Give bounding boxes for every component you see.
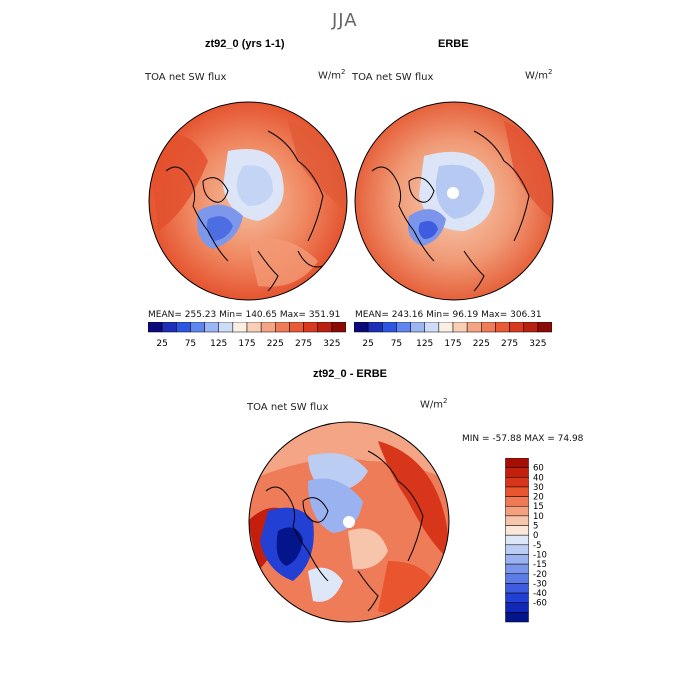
diff-panel-title: zt92_0 - ERBE — [313, 368, 387, 380]
colorbar-swatch — [438, 322, 454, 333]
colorbar-swatch — [410, 322, 425, 333]
colorbar-tick-label: -60 — [533, 599, 547, 609]
polar-map-erbe — [354, 101, 554, 301]
colorbar-swatch — [452, 322, 468, 333]
colorbar-tick-label: 30 — [533, 483, 544, 493]
colorbar-swatch — [523, 322, 539, 333]
colorbar-swatch — [190, 322, 205, 333]
colorbar-swatch — [505, 602, 529, 613]
colorbar-swatch — [505, 458, 529, 468]
colorbar-swatch — [424, 322, 440, 333]
figure-title: JJA — [332, 10, 358, 31]
colorbar-swatch — [466, 322, 482, 333]
colorbar-swatch — [505, 583, 529, 594]
colorbar-swatch — [505, 573, 529, 584]
panel-2-units: W/m2 — [525, 68, 553, 82]
colorbar-swatch — [275, 322, 290, 333]
colorbar-tick-label: 10 — [533, 512, 544, 522]
colorbar-swatch — [505, 612, 529, 623]
colorbar-tick-label: 175 — [444, 339, 461, 349]
panel-1-stats: MEAN= 255.23 Min= 140.65 Max= 351.91 — [148, 310, 341, 320]
polar-map-model — [148, 101, 348, 301]
colorbar-tick-label: 0 — [533, 531, 538, 541]
colorbar-panel-2: 2575125175225275325375 — [354, 322, 552, 349]
colorbar-swatch — [505, 496, 529, 507]
polar-map-difference — [248, 421, 450, 623]
colorbar-tick-label: 325 — [529, 339, 546, 349]
colorbar-tick-label: 275 — [295, 339, 312, 349]
colorbar-tick-label: -5 — [533, 541, 541, 551]
colorbar-tick-label: 60 — [533, 464, 544, 474]
colorbar-tick-label: 75 — [185, 339, 196, 349]
colorbar-swatch — [303, 322, 318, 333]
colorbar-swatch — [289, 322, 304, 333]
panel-2-title: ERBE — [438, 38, 469, 50]
colorbar-swatch — [505, 505, 529, 517]
panel-2-stats: MEAN= 243.16 Min= 96.19 Max= 306.31 — [355, 310, 542, 320]
colorbar-swatch — [218, 322, 234, 333]
colorbar-tick-label: 15 — [533, 502, 544, 512]
colorbar-tick-label: 20 — [533, 493, 544, 503]
panel-2-variable: TOA net SW flux — [352, 72, 434, 83]
colorbar-swatch — [505, 525, 529, 536]
diff-panel-units: W/m2 — [420, 397, 448, 411]
colorbar-swatch — [176, 322, 191, 333]
colorbar-swatch — [505, 477, 529, 488]
colorbar-tick-label: 225 — [473, 339, 490, 349]
colorbar-swatch — [505, 515, 529, 526]
colorbar-tick-label: -40 — [533, 589, 547, 599]
colorbar-tick-label: 325 — [323, 339, 340, 349]
colorbar-tick-label: 5 — [533, 522, 538, 532]
colorbar-swatch — [509, 322, 524, 333]
colorbar-swatch — [537, 322, 552, 333]
colorbar-tick-label: 225 — [267, 339, 284, 349]
panel-1-units: W/m2 — [318, 68, 346, 82]
colorbar-swatch — [148, 322, 163, 333]
colorbar-swatch — [505, 486, 529, 497]
colorbar-swatch — [232, 322, 248, 333]
colorbar-swatch — [505, 592, 529, 603]
panel-1-variable: TOA net SW flux — [145, 72, 227, 83]
colorbar-swatch — [367, 322, 383, 333]
colorbar-swatch — [505, 467, 529, 478]
colorbar-tick-label: 25 — [362, 339, 373, 349]
colorbar-swatch — [505, 563, 529, 575]
panel-1-title: zt92_0 (yrs 1-1) — [205, 38, 285, 50]
colorbar-tick-label: -30 — [533, 579, 547, 589]
diff-panel-stats: MIN = -57.88 MAX = 74.98 — [462, 434, 584, 444]
colorbar-panel-1: 2575125175225275325375 — [148, 322, 346, 349]
colorbar-swatch — [495, 322, 510, 333]
colorbar-tick-label: 125 — [416, 339, 433, 349]
colorbar-swatch — [161, 322, 177, 333]
colorbar-tick-label: 75 — [391, 339, 402, 349]
colorbar-swatch — [260, 322, 276, 333]
colorbar-tick-label: -20 — [533, 570, 547, 580]
colorbar-swatch — [246, 322, 262, 333]
colorbar-swatch — [354, 322, 369, 333]
colorbar-swatch — [505, 554, 529, 565]
colorbar-tick-label: 125 — [210, 339, 227, 349]
colorbar-swatch — [505, 534, 529, 546]
colorbar-tick-label: -10 — [533, 550, 547, 560]
colorbar-tick-label: 25 — [156, 339, 167, 349]
colorbar-swatch — [331, 322, 346, 333]
colorbar-swatch — [505, 544, 529, 555]
colorbar-swatch — [317, 322, 333, 333]
colorbar-swatch — [382, 322, 397, 333]
colorbar-swatch — [481, 322, 496, 333]
colorbar-tick-label: 40 — [533, 473, 544, 483]
colorbar-tick-label: -15 — [533, 560, 547, 570]
colorbar-tick-label: 175 — [238, 339, 255, 349]
colorbar-tick-label: 275 — [501, 339, 518, 349]
colorbar-swatch — [204, 322, 219, 333]
colorbar-swatch — [396, 322, 411, 333]
diff-panel-variable: TOA net SW flux — [247, 402, 329, 413]
